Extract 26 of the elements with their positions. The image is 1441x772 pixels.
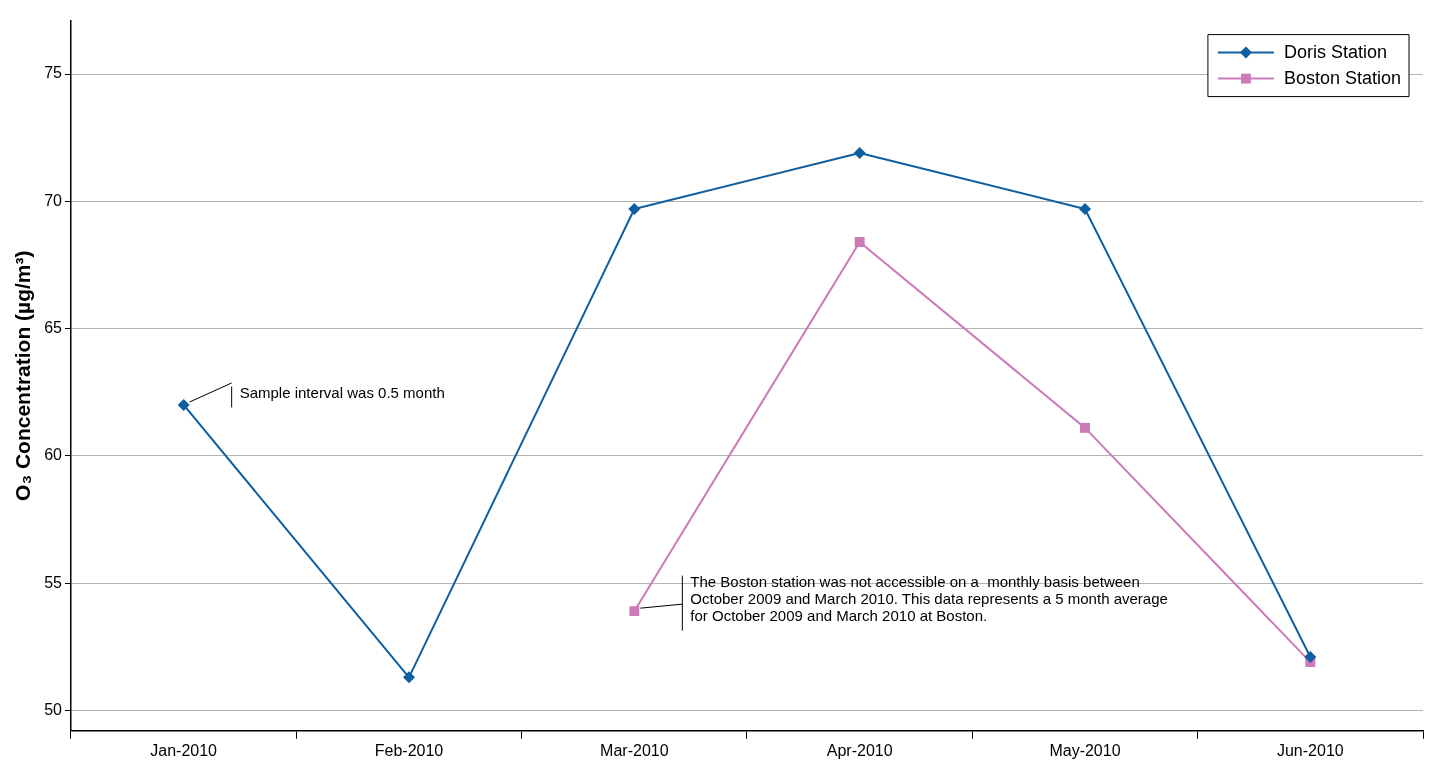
x-tick-label: Mar-2010 <box>600 741 669 759</box>
y-axis-title: O₃ Concentration (µg/m³) <box>11 250 35 501</box>
legend-label: Doris Station <box>1283 41 1387 62</box>
point <box>853 146 866 159</box>
annotation: Sample interval was 0.5 month <box>239 384 445 402</box>
y-tick-label: 65 <box>44 319 63 337</box>
point <box>628 202 641 215</box>
point <box>1304 650 1317 663</box>
point <box>629 606 640 617</box>
x-tick-label: Jan-2010 <box>150 741 218 759</box>
point <box>403 671 415 684</box>
y-tick-label: 60 <box>44 446 63 464</box>
point <box>177 398 190 411</box>
x-tick-label: May-2010 <box>1049 741 1121 759</box>
legend-label: Boston Station <box>1283 67 1402 88</box>
point <box>854 237 865 248</box>
point <box>1080 422 1090 433</box>
annotation: The Boston station was not accessible on a monthly basis between October 2009 and March 2010. This data represents a 5 month average for October 2009 and March 2010 at Boston. <box>690 573 1168 625</box>
y-tick-label: 55 <box>44 573 63 591</box>
x-tick-label: Apr-2010 <box>826 741 893 759</box>
y-tick-label: 75 <box>44 64 63 82</box>
x-tick-label: Feb-2010 <box>374 741 444 759</box>
y-tick-label: 50 <box>44 700 63 718</box>
point <box>1079 202 1091 215</box>
x-tick-label: Jun-2010 <box>1276 741 1344 759</box>
y-tick-label: 70 <box>44 191 63 209</box>
